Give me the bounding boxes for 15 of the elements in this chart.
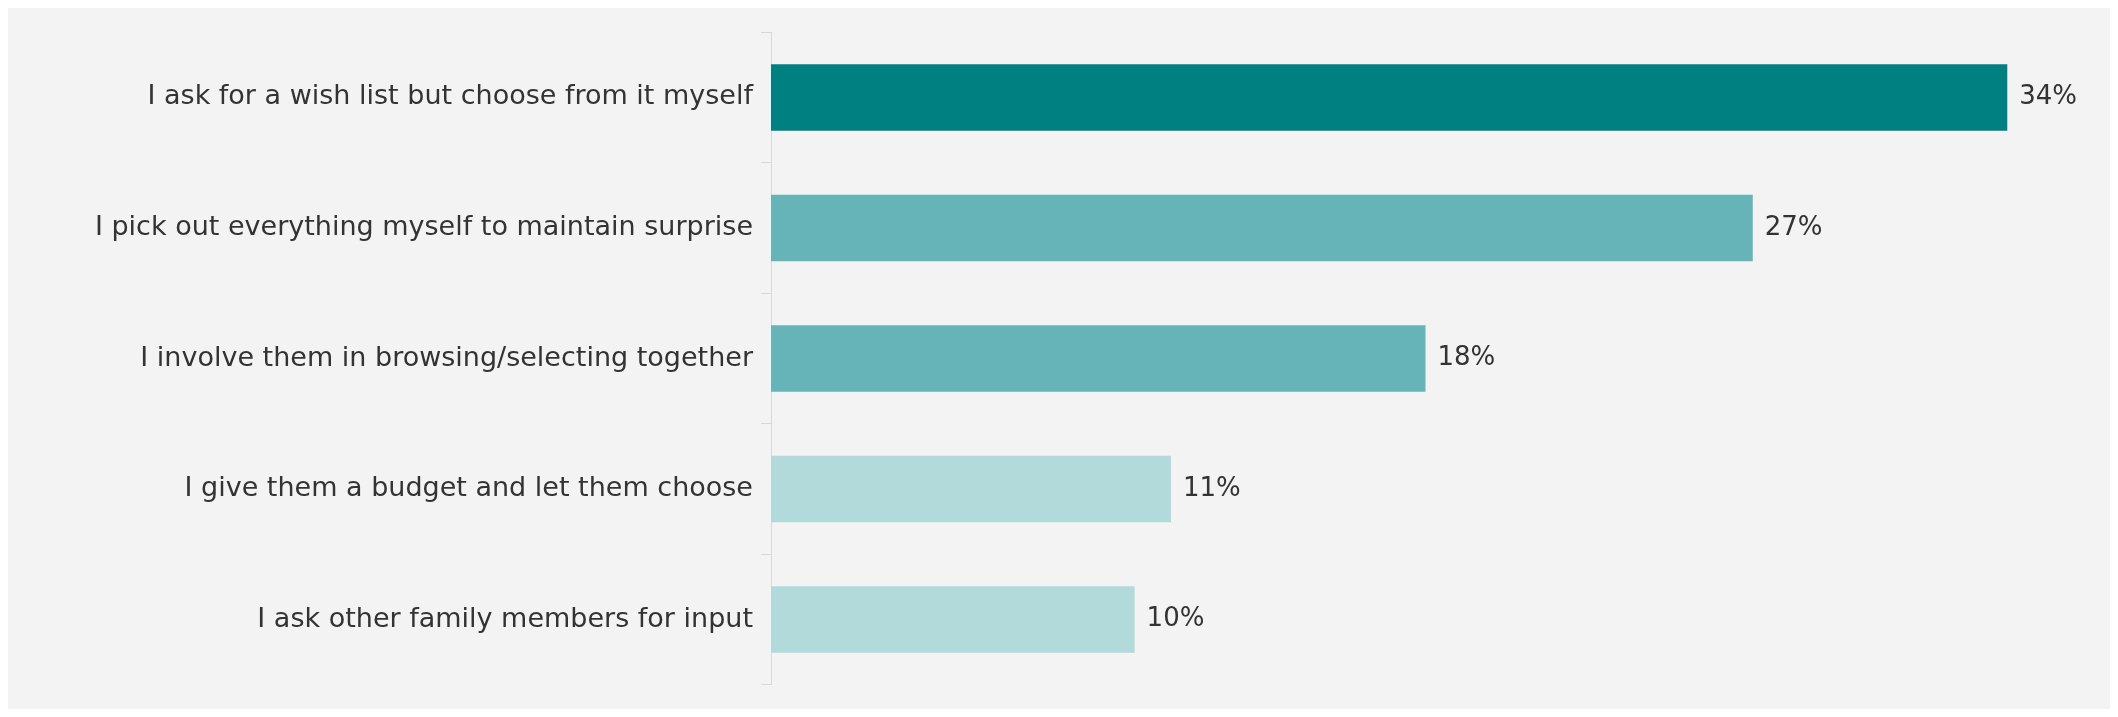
data-label: 11% [1182, 471, 1241, 502]
data-label: 34% [2019, 80, 2078, 111]
bar [771, 455, 1171, 523]
y-tick-label: I ask for a wish list but choose from it myself [147, 79, 755, 111]
y-tick-label: I involve them in browsing/selecting together [140, 340, 754, 372]
y-tick-label: I give them a budget and let them choose [184, 471, 753, 503]
bar [771, 64, 2008, 131]
bar [771, 194, 1753, 262]
bar [771, 586, 1135, 653]
data-label: 10% [1146, 602, 1205, 633]
data-label: 18% [1437, 341, 1496, 372]
bar [771, 325, 1426, 392]
y-tick-label: I ask other family members for input [257, 601, 753, 633]
data-label: 27% [1764, 210, 1823, 241]
y-tick-label: I pick out everything myself to maintain surprise [94, 210, 753, 241]
